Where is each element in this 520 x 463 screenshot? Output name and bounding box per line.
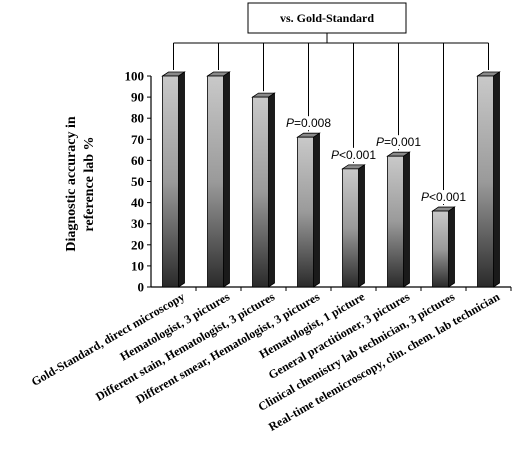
bar-front (477, 75, 494, 288)
p-value-label: P<0.001 (331, 148, 376, 162)
y-tick-label: 20 (131, 237, 144, 252)
bar-front (297, 136, 314, 288)
axes (150, 76, 511, 288)
bar (251, 92, 276, 288)
y-tick-label: 40 (131, 195, 144, 210)
p-value-bg (374, 135, 423, 150)
p-value-label: P=0.008 (286, 116, 331, 130)
bar-side (268, 92, 275, 288)
y-tick-label: 90 (131, 90, 144, 105)
bar-front (342, 168, 359, 288)
y-tick-label: 30 (131, 216, 144, 231)
x-tick-labels: Gold-Standard, direct microscopyHematolo… (29, 287, 512, 434)
bar (431, 206, 456, 288)
bar (476, 71, 501, 288)
y-tick-label: 0 (138, 280, 145, 295)
bar-front (387, 155, 404, 288)
bars (161, 71, 501, 288)
bar-front (162, 75, 179, 288)
y-tick-label: 80 (131, 111, 144, 126)
bar-side (358, 164, 365, 288)
bar-side (223, 71, 230, 288)
bar-side (403, 151, 410, 288)
bar-front (207, 75, 224, 288)
bar (386, 151, 411, 288)
bar (206, 71, 231, 288)
y-tick-label: 10 (131, 258, 144, 273)
bar (296, 132, 321, 288)
p-value-label: P<0.001 (421, 190, 466, 204)
p-value-label: P=0.001 (376, 135, 421, 149)
p-value-bg (284, 116, 333, 131)
y-tick-labels: 0 10 20 30 40 50 60 70 80 90 100 (125, 69, 151, 295)
bar-side (448, 206, 455, 288)
bar (341, 164, 366, 288)
y-axis-label-line-1: Diagnostic accuracy in (64, 116, 79, 252)
bar-front (432, 210, 449, 288)
bar-side (493, 71, 500, 288)
y-tick-label: 50 (131, 174, 144, 189)
y-tick-label: 60 (131, 153, 144, 168)
bar-front (252, 96, 269, 288)
chart-title: vs. Gold-Standard (280, 11, 374, 25)
p-value-bg (419, 190, 468, 205)
x-tick-label: Different stain, Hematologist, 3 picture… (93, 289, 277, 403)
bar (161, 71, 186, 288)
title-box (247, 2, 407, 34)
bar-side (178, 71, 185, 288)
y-axis-label-line-2: reference lab % (82, 136, 97, 231)
y-tick-label: 70 (131, 132, 144, 147)
bar-side (313, 132, 320, 288)
y-tick-label: 100 (125, 69, 145, 84)
p-value-bg (329, 147, 378, 162)
